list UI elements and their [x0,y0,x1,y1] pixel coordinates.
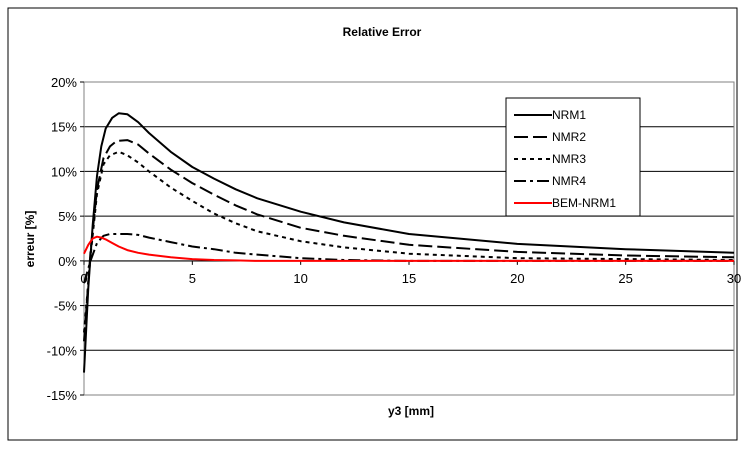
y-tick-label: 10% [51,164,77,179]
x-axis-ticks: 0 5 10 15 20 25 30 [80,260,741,286]
y-axis-ticks: -15% -10% -5% 0% 5% 10% 15% 20% [47,75,84,403]
x-tick-label: 0 [80,271,87,286]
series-line-nrm1 [83,112,735,373]
legend-label: NMR3 [552,152,586,166]
y-tick-label: -5% [54,299,78,314]
legend-label: BEM-NRM1 [552,196,616,210]
series-line-bem-nrm1 [83,235,734,262]
legend-label: NRM1 [552,108,586,122]
legend-label: NMR4 [552,174,586,188]
chart-border [7,7,738,441]
x-tick-label: 10 [293,271,307,286]
legend: NRM1 NMR2 NMR3 NMR4 BEM-NRM1 [505,97,641,217]
x-tick-label: 15 [402,271,416,286]
legend-box [505,97,641,217]
x-tick-label: 30 [727,271,741,286]
x-tick-label: 5 [189,271,196,286]
chart-title: Relative Error [343,25,422,39]
x-tick-label: 20 [510,271,524,286]
y-tick-label: -10% [47,343,78,358]
y-axis-label: erreur [%] [23,211,37,268]
series [83,112,735,373]
y-tick-label: 20% [51,75,77,90]
legend-label: NMR2 [552,130,586,144]
plot-area [83,81,735,396]
y-tick-label: 15% [51,120,77,135]
y-tick-label: 0% [58,254,77,269]
x-tick-label: 25 [618,271,632,286]
y-tick-label: 5% [58,209,77,224]
x-axis-label: y3 [mm] [388,404,434,418]
series-line-nmr3 [83,150,735,333]
y-tick-label: -15% [47,388,78,403]
